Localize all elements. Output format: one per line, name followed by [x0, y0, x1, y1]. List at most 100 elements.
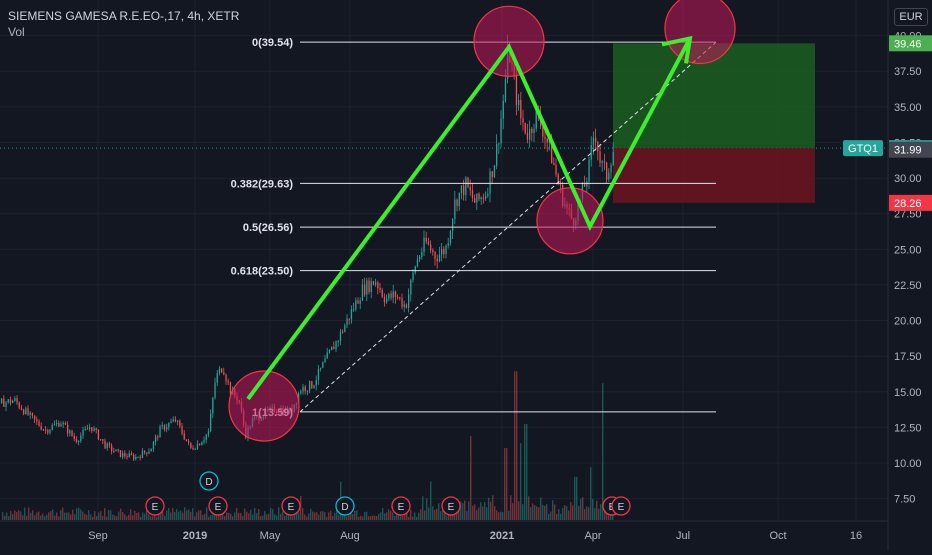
candle-body [161, 425, 163, 427]
entry-symbol-tag[interactable]: GTQ1 [848, 143, 878, 155]
candle-body [113, 451, 115, 453]
volume-bar [26, 515, 28, 520]
volume-bar [576, 476, 578, 520]
projection-arrow-path[interactable] [246, 37, 692, 401]
volume-bar [284, 515, 286, 520]
candle-body [84, 428, 86, 430]
candle-body [531, 128, 533, 134]
position-zones[interactable] [613, 43, 815, 203]
volume-bar [512, 503, 514, 520]
highlight-circle[interactable] [473, 5, 545, 77]
volume-bar [278, 507, 280, 520]
event-marker-letter: E [398, 502, 405, 513]
candle-body [100, 439, 102, 441]
volume-bar [46, 514, 48, 520]
candle-body [133, 454, 135, 460]
candle-body [359, 300, 361, 304]
volume-bar [202, 514, 204, 520]
candle-body [438, 254, 441, 262]
volume-bar [596, 500, 598, 520]
candle-body [170, 421, 172, 424]
price-label: 28.26 [894, 198, 922, 210]
volume-bar [472, 505, 474, 520]
currency-badge[interactable]: EUR [894, 8, 928, 26]
candle-body [408, 294, 410, 308]
candle-body [379, 287, 381, 290]
volume-bar [436, 508, 438, 520]
earnings-marker[interactable] [145, 496, 165, 516]
volume-bar [198, 510, 200, 520]
volume-bar [114, 515, 116, 520]
price-label-bg [889, 35, 932, 52]
candle-body [82, 429, 84, 436]
price-label: 39.46 [894, 38, 922, 50]
candle-body [452, 219, 454, 232]
candle-body [454, 199, 456, 220]
volume-bar [462, 503, 464, 520]
highlight-circle[interactable] [536, 187, 604, 255]
volume-bar [170, 512, 172, 520]
y-tick-label: 35.00 [894, 102, 922, 114]
dividend-marker[interactable] [335, 496, 355, 516]
candle-body [157, 436, 159, 438]
drawings[interactable] [228, 0, 736, 442]
volume-bar [580, 498, 582, 520]
fib-trend-line[interactable] [299, 41, 717, 413]
candle-body [135, 456, 137, 460]
volume-bar [210, 515, 212, 520]
x-tick-label: 2021 [490, 530, 514, 542]
candle-body [390, 293, 392, 298]
candle-body [502, 100, 504, 119]
volume-bar [350, 510, 352, 520]
volume-bar [578, 505, 580, 520]
fib-level-label: 0.382(29.63) [231, 178, 294, 190]
earnings-marker[interactable] [441, 496, 461, 516]
event-marker-letter: E [215, 502, 222, 513]
candle-body [606, 162, 608, 180]
volume-bar [536, 506, 538, 520]
dividend-marker[interactable] [199, 471, 219, 491]
volume-bar [488, 497, 490, 520]
volume-bar [186, 510, 188, 520]
volume-bar [546, 504, 548, 520]
volume-bar [378, 513, 380, 520]
volume-bar [468, 501, 470, 520]
volume-bar [530, 507, 532, 520]
volume-bar [164, 515, 166, 520]
volume-bar [520, 443, 522, 520]
earnings-marker[interactable] [611, 496, 631, 516]
candle-body [381, 289, 383, 297]
candle-body [601, 161, 603, 163]
volume-bar [154, 515, 156, 520]
candle-body [25, 408, 27, 415]
candle-body [485, 195, 487, 199]
candle-body [463, 185, 465, 196]
volume-bar [560, 513, 562, 520]
candle-body [557, 174, 559, 185]
volume-bar [482, 506, 484, 520]
highlight-circle[interactable] [228, 370, 300, 442]
symbol-title[interactable]: SIEMENS GAMESA R.E.EO-,17, 4h, XETR [8, 9, 240, 23]
volume-bar [586, 506, 588, 520]
volume-bar [176, 509, 178, 520]
candle-body [117, 449, 119, 451]
candle-body [372, 281, 375, 285]
volume-bar [54, 515, 56, 520]
volume-indicator-label[interactable]: Vol [8, 25, 25, 39]
candle-body [199, 443, 201, 446]
highlight-circle[interactable] [664, 0, 736, 65]
candle-body [67, 424, 69, 434]
earnings-marker[interactable] [391, 496, 411, 516]
volume-bar [602, 383, 604, 520]
price-label: 31.99 [894, 145, 922, 157]
stop-zone[interactable] [613, 148, 815, 203]
candle-body [144, 450, 146, 453]
earnings-marker[interactable] [208, 496, 228, 516]
earnings-marker[interactable] [281, 496, 301, 516]
candle-body [342, 331, 344, 333]
projection-arrow-head[interactable] [661, 35, 693, 64]
event-markers[interactable]: EEEEEEEDD [145, 471, 631, 516]
